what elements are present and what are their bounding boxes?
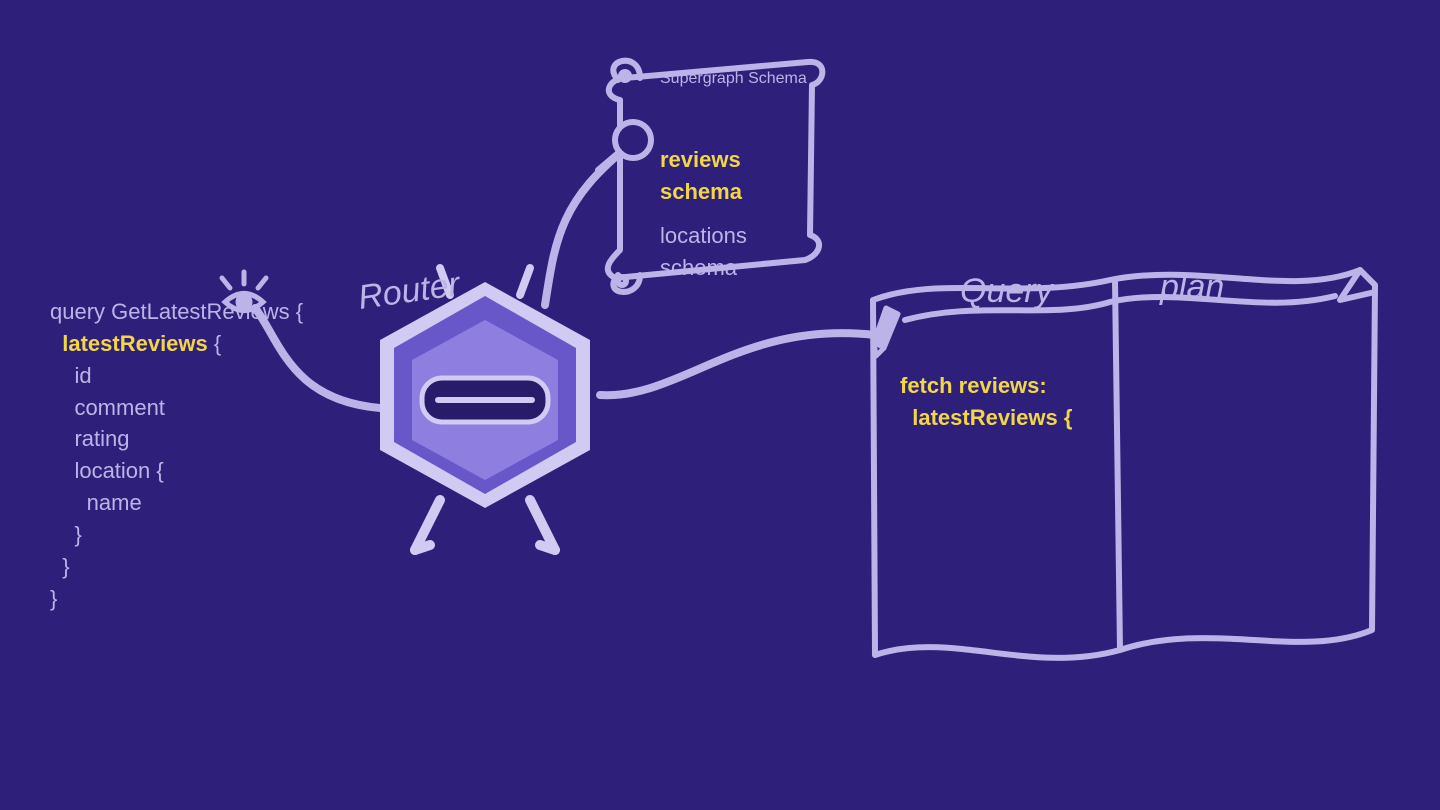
query-line-9: } [50, 554, 70, 579]
query-plan-map [873, 270, 1375, 658]
query-line-8: } [50, 522, 82, 547]
query-line-1: query GetLatestReviews { [50, 299, 303, 324]
query-line-4: comment [50, 395, 165, 420]
query-line-7: name [50, 490, 142, 515]
query-highlight: latestReviews [62, 331, 208, 356]
query-line-6: location { [50, 458, 164, 483]
plan-line-1: fetch reviews: [900, 373, 1047, 398]
scroll-entry2-l2: schema [660, 255, 737, 280]
scroll-entry1-l1: reviews [660, 147, 741, 172]
pencil-icon [874, 308, 898, 356]
query-line-5: rating [50, 426, 129, 451]
query-line-10: } [50, 586, 57, 611]
plan-line-2: latestReviews { [900, 405, 1072, 430]
map-title-right: plan [1160, 268, 1224, 307]
scroll-title: Supergraph Schema [660, 70, 807, 88]
connector-router-map [600, 333, 875, 395]
query-code: query GetLatestReviews { latestReviews {… [50, 264, 303, 615]
map-title-left: Query [960, 272, 1053, 311]
magnifier-icon [598, 122, 651, 170]
scroll-entry2-l1: locations [660, 223, 747, 248]
query-line-3: id [50, 363, 92, 388]
